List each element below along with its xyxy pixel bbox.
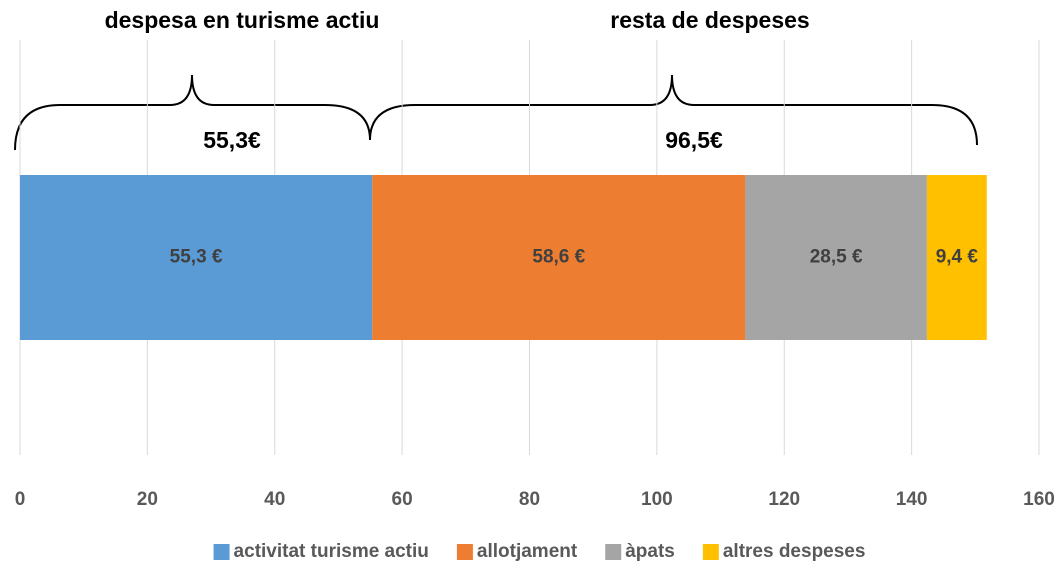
legend-label: allotjament [477,541,578,562]
legend: activitat turisme actiu allotjament àpats a… [213,541,866,562]
annotation: despesa en turisme actiu [105,7,380,33]
x-tick-label: 120 [768,489,800,510]
brace-right [369,74,978,146]
legend-swatch [213,544,230,560]
x-tick-label: 20 [137,489,158,510]
value-label: 28,5 € [810,247,863,268]
plot: 0 20 40 60 80 100 120 140 160 55,3 € 58,6 € 28,5 € 9… [15,40,1055,510]
value-label: 55,3 € [170,247,223,268]
value-label: 58,6 € [532,247,585,268]
annotation: resta de despeses [610,7,809,33]
x-tick-label: 80 [519,489,540,510]
braces [14,74,978,151]
bar-segment [926,175,987,340]
x-tick-label: 140 [896,489,928,510]
legend-label: activitat turisme actiu [234,541,429,562]
x-tick-label: 160 [1023,489,1055,510]
legend-label: altres despeses [723,541,866,562]
bar-segment [20,175,373,340]
x-tick-label: 60 [392,489,413,510]
legend-label: àpats [625,541,675,562]
legend-swatch [702,544,719,560]
legend-swatch [456,544,473,560]
x-tick-label: 40 [264,489,285,510]
x-tick-label: 0 [15,489,26,510]
legend-swatch [605,544,622,560]
bar-segment [372,175,746,340]
annotation: 55,3€ [203,127,261,153]
annotation: 96,5€ [665,127,723,153]
bar-segment [745,175,927,340]
x-tick-label: 100 [641,489,673,510]
brace-left [14,74,371,151]
value-label: 9,4 € [936,247,979,268]
